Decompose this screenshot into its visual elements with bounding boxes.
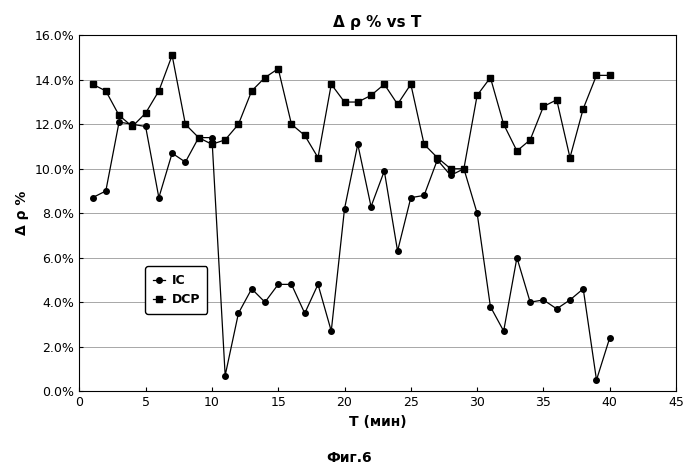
IC — [274, 282, 282, 287]
DCP — [221, 137, 229, 143]
Text: Фиг.6: Фиг.6 — [326, 451, 373, 462]
DCP — [128, 124, 136, 129]
IC — [327, 328, 336, 334]
IC — [433, 157, 442, 163]
DCP — [261, 75, 269, 80]
DCP — [141, 110, 150, 116]
IC — [407, 195, 415, 201]
DCP — [592, 73, 600, 78]
IC — [487, 304, 495, 310]
DCP — [354, 99, 362, 105]
IC — [301, 310, 309, 316]
IC — [605, 335, 614, 340]
DCP — [394, 102, 402, 107]
IC — [88, 195, 96, 201]
DCP — [181, 122, 189, 127]
DCP — [247, 88, 256, 94]
IC — [101, 188, 110, 194]
IC — [154, 195, 163, 201]
DCP — [605, 73, 614, 78]
IC — [539, 297, 547, 303]
DCP — [473, 92, 482, 98]
DCP — [367, 92, 375, 98]
IC — [552, 306, 561, 311]
DCP — [526, 137, 534, 143]
IC — [500, 328, 508, 334]
DCP — [314, 155, 322, 160]
DCP — [101, 88, 110, 94]
X-axis label: T (мин): T (мин) — [349, 414, 407, 429]
IC — [460, 166, 468, 171]
DCP — [552, 97, 561, 103]
Y-axis label: Δ ρ %: Δ ρ % — [15, 191, 29, 236]
IC — [354, 141, 362, 147]
DCP — [433, 155, 442, 160]
DCP — [168, 53, 176, 58]
IC — [168, 151, 176, 156]
IC — [367, 204, 375, 209]
IC — [128, 122, 136, 127]
DCP — [274, 66, 282, 72]
DCP — [447, 166, 455, 171]
IC — [181, 159, 189, 165]
DCP — [115, 113, 123, 118]
IC — [141, 124, 150, 129]
IC — [261, 299, 269, 305]
IC — [208, 135, 216, 140]
DCP — [287, 122, 296, 127]
Legend: IC, DCP: IC, DCP — [145, 267, 208, 314]
IC — [526, 299, 534, 305]
DCP — [420, 141, 428, 147]
Line: IC: IC — [89, 119, 612, 383]
IC — [565, 297, 574, 303]
IC — [221, 373, 229, 378]
DCP — [513, 148, 521, 154]
IC — [194, 135, 203, 140]
DCP — [340, 99, 349, 105]
DCP — [579, 106, 587, 111]
IC — [314, 282, 322, 287]
IC — [394, 248, 402, 254]
DCP — [208, 141, 216, 147]
DCP — [88, 81, 96, 87]
IC — [234, 310, 243, 316]
IC — [115, 119, 123, 125]
DCP — [327, 81, 336, 87]
IC — [380, 168, 389, 174]
IC — [447, 173, 455, 178]
DCP — [301, 133, 309, 138]
DCP — [154, 88, 163, 94]
DCP — [487, 75, 495, 80]
Line: DCP: DCP — [89, 53, 612, 171]
DCP — [380, 81, 389, 87]
DCP — [460, 166, 468, 171]
IC — [420, 193, 428, 198]
IC — [473, 211, 482, 216]
DCP — [539, 103, 547, 109]
DCP — [407, 81, 415, 87]
IC — [287, 282, 296, 287]
Title: Δ ρ % vs T: Δ ρ % vs T — [333, 15, 422, 30]
DCP — [234, 122, 243, 127]
IC — [579, 286, 587, 292]
IC — [247, 286, 256, 292]
DCP — [565, 155, 574, 160]
IC — [340, 206, 349, 212]
DCP — [194, 135, 203, 140]
IC — [592, 377, 600, 383]
DCP — [500, 122, 508, 127]
IC — [513, 255, 521, 261]
